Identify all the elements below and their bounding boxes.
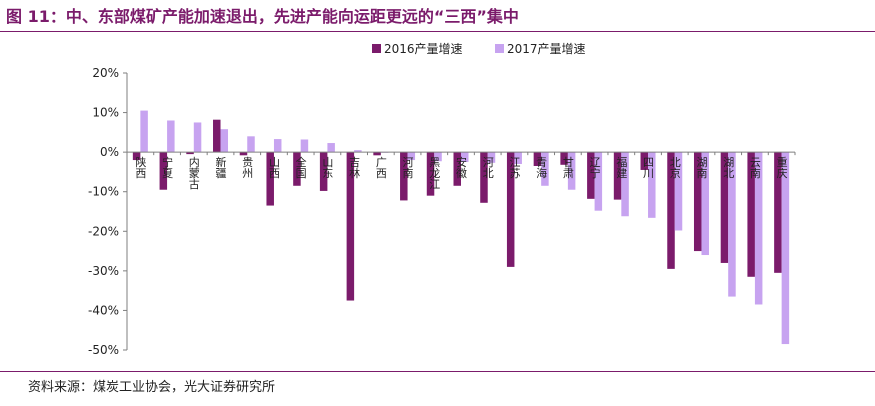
x-tick-label: 辽宁 [588, 156, 601, 178]
y-tick-label: -50% [88, 343, 119, 357]
bar-2-7 [327, 143, 335, 153]
x-tick-label: 江苏 [508, 156, 521, 179]
bar-2-2 [193, 122, 202, 153]
x-tick-label: 内蒙古 [187, 155, 200, 189]
y-axis: 20% 10% 0% -10% -20% -30% -40% -50% [88, 66, 128, 357]
bar-1-2 [186, 152, 194, 155]
bar-2-19 [648, 152, 656, 218]
bar-1-16 [560, 152, 568, 165]
bar-2-23 [754, 152, 763, 305]
x-tick-label: 黑龙江 [428, 156, 441, 189]
bar-2-12 [461, 152, 469, 163]
y-tick-label: -10% [88, 185, 119, 199]
bar-1-24 [774, 152, 782, 273]
bar-chart: 2016产量增速 2017产量增速 20% 10% 0% -10% -20% -30% -40… [88, 42, 796, 357]
x-tick-label: 吉林 [348, 156, 361, 178]
bar-1-10 [400, 152, 408, 201]
bar-2-24 [781, 152, 790, 345]
bar-2-4 [247, 136, 255, 153]
y-tick-label: 10% [92, 106, 119, 120]
legend-swatch-1 [372, 44, 381, 53]
bar-2-15 [541, 152, 549, 186]
bar-1-5 [266, 152, 274, 206]
bar-2-8 [354, 150, 362, 153]
bar-1-20 [667, 152, 675, 269]
x-tick-label: 四川 [642, 156, 655, 178]
x-tick-label: 湖北 [722, 156, 735, 178]
y-tick-label: -40% [88, 303, 119, 317]
bar-1-15 [533, 152, 542, 166]
x-tick-label: 新疆 [214, 155, 227, 178]
y-tick-label: -30% [88, 264, 119, 278]
bar-2-3 [220, 129, 229, 153]
source-rule [0, 371, 875, 372]
bar-1-0 [132, 152, 141, 161]
bar-series [132, 110, 790, 345]
bar-1-21 [693, 152, 702, 252]
bar-1-22 [720, 152, 729, 263]
bar-2-10 [407, 152, 416, 161]
x-tick-label: 甘肃 [561, 156, 574, 179]
bar-2-20 [674, 152, 683, 231]
y-tick-label: 20% [92, 66, 119, 80]
bar-1-19 [640, 152, 649, 170]
bar-1-11 [426, 152, 435, 196]
figure-title: 图 11：中、东部煤矿产能加速退出，先进产能向运距更远的“三西”集中 [6, 7, 519, 26]
x-tick-label: 北京 [668, 156, 681, 179]
title-rule [0, 31, 875, 32]
bar-1-7 [319, 152, 328, 191]
bar-1-17 [587, 152, 595, 199]
x-tick-label: 陕西 [134, 155, 147, 178]
x-tick-label: 重庆 [775, 155, 788, 179]
legend-label-1: 2016产量增速 [384, 42, 463, 56]
bar-2-6 [300, 139, 309, 153]
chart-legend: 2016产量增速 2017产量增速 [372, 42, 586, 56]
x-tick-label: 河南 [401, 156, 414, 178]
bar-2-22 [728, 152, 736, 297]
x-tick-label: 安徽 [455, 155, 468, 179]
bar-2-13 [487, 152, 496, 163]
bar-2-16 [567, 152, 576, 190]
bar-1-18 [613, 152, 622, 200]
x-tick-label: 青海 [535, 156, 548, 179]
source-note: 资料来源：煤炭工业协会，光大证券研究所 [28, 380, 276, 395]
legend-label-2: 2017产量增速 [507, 42, 586, 56]
legend-swatch-2 [495, 44, 504, 53]
bar-1-9 [373, 152, 381, 156]
bar-2-0 [140, 110, 148, 153]
bar-1-3 [213, 119, 221, 153]
x-tick-label: 河北 [481, 156, 494, 178]
bar-1-6 [293, 152, 301, 186]
y-tick-label: -20% [88, 224, 119, 238]
bar-1-12 [453, 152, 461, 186]
y-tick-label: 0% [100, 145, 119, 159]
x-tick-label: 广西 [374, 156, 387, 178]
x-axis: 陕西 宁夏 内蒙古 新疆 贵州 山西 全国 山东 吉林 广西 河南 黑龙江 安徽 河北 江苏 青海 甘肃 辽宁 福建… [127, 151, 796, 189]
x-tick-label: 云南 [748, 156, 761, 178]
x-tick-label: 全国 [294, 155, 307, 179]
bar-1-4 [239, 152, 248, 156]
x-tick-label: 宁夏 [161, 155, 174, 178]
bar-2-1 [167, 120, 175, 153]
bar-2-17 [594, 152, 603, 211]
x-tick-label: 贵州 [241, 156, 254, 178]
bar-2-11 [434, 152, 442, 162]
bar-1-13 [480, 152, 488, 203]
bar-2-18 [621, 152, 629, 217]
x-tick-label: 山东 [321, 156, 334, 178]
bar-1-1 [159, 152, 168, 190]
bar-2-14 [514, 152, 522, 165]
x-tick-label: 福建 [615, 155, 628, 179]
x-tick-label: 山西 [267, 156, 280, 178]
bar-2-21 [701, 152, 709, 256]
bar-1-23 [747, 152, 755, 277]
bar-2-5 [273, 139, 282, 153]
bar-1-8 [346, 152, 355, 301]
bar-1-14 [506, 152, 515, 267]
x-tick-label: 湖南 [695, 156, 708, 178]
